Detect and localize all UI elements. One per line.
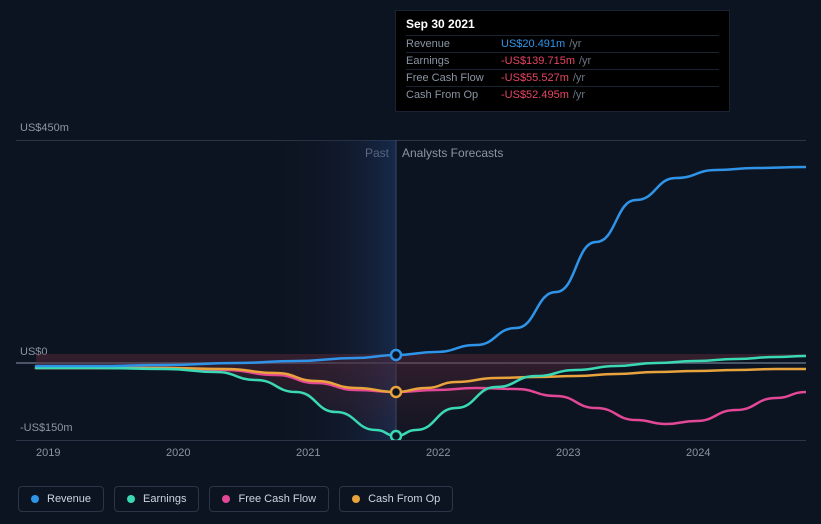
chart-tooltip: Sep 30 2021 Revenue US$20.491m /yr Earni… [395,10,730,112]
y-tick-label: US$450m [20,122,69,134]
legend-item-cash[interactable]: Cash From Op [339,486,453,512]
bottom-line [16,440,806,441]
legend: Revenue Earnings Free Cash Flow Cash Fro… [18,486,453,512]
x-tick-label: 2024 [686,447,710,459]
legend-dot-icon [127,495,135,503]
financial-chart: Sep 30 2021 Revenue US$20.491m /yr Earni… [0,0,821,524]
tooltip-value: US$20.491m [501,38,565,50]
legend-label: Earnings [143,493,186,505]
x-tick-label: 2019 [36,447,60,459]
x-tick-label: 2023 [556,447,580,459]
legend-item-fcf[interactable]: Free Cash Flow [209,486,329,512]
chart-plot[interactable] [16,140,806,440]
tooltip-value: -US$55.527m [501,72,569,84]
tooltip-date: Sep 30 2021 [406,17,719,35]
tooltip-row-cash: Cash From Op -US$52.495m /yr [406,86,719,103]
tooltip-value: -US$52.495m [501,89,569,101]
tooltip-suffix: /yr [569,38,581,50]
chart-marker [391,387,401,397]
legend-label: Cash From Op [368,493,440,505]
tooltip-row-fcf: Free Cash Flow -US$55.527m /yr [406,69,719,86]
legend-item-earnings[interactable]: Earnings [114,486,199,512]
legend-dot-icon [352,495,360,503]
tooltip-row-earnings: Earnings -US$139.715m /yr [406,52,719,69]
line-revenue [36,167,806,366]
tooltip-value: -US$139.715m [501,55,575,67]
x-tick-label: 2021 [296,447,320,459]
tooltip-suffix: /yr [579,55,591,67]
legend-dot-icon [222,495,230,503]
legend-label: Revenue [47,493,91,505]
legend-dot-icon [31,495,39,503]
chart-marker [391,350,401,360]
tooltip-label: Earnings [406,55,501,67]
chart-marker [391,431,401,440]
tooltip-row-revenue: Revenue US$20.491m /yr [406,35,719,52]
legend-item-revenue[interactable]: Revenue [18,486,104,512]
x-tick-label: 2020 [166,447,190,459]
tooltip-suffix: /yr [573,72,585,84]
tooltip-label: Revenue [406,38,501,50]
legend-label: Free Cash Flow [238,493,316,505]
x-tick-label: 2022 [426,447,450,459]
tooltip-label: Free Cash Flow [406,72,501,84]
tooltip-label: Cash From Op [406,89,501,101]
tooltip-suffix: /yr [573,89,585,101]
